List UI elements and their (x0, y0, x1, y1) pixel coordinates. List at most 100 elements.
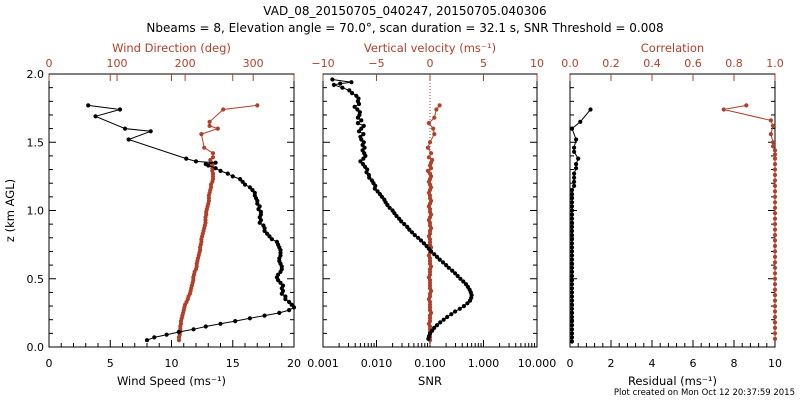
panel-3-top-series-point-23 (772, 233, 778, 238)
top-tick-label: 100 (107, 57, 128, 70)
panel-1-bottom-series-point-57 (279, 291, 284, 296)
panel-3-bottom-series-point-47 (569, 327, 575, 332)
top-tick-label: 200 (175, 57, 196, 70)
panel-2-bottom-series-point-1 (349, 80, 354, 85)
panel-1-bottom-series-point-34 (262, 228, 267, 234)
panel-2-bottom-series-point-70 (446, 265, 451, 270)
panel-3-bottom-series-point-14 (569, 192, 575, 197)
panel-3-frame (569, 73, 776, 348)
panel-1-bottom-series-point-66 (247, 316, 252, 321)
panel-1-bottom-series-point-14 (230, 174, 235, 179)
panel-1-bottom-series-point-49 (278, 269, 283, 274)
panel-1-bottom-series-point-71 (176, 329, 181, 335)
panel-2-bottom-series-point-82 (467, 298, 473, 303)
panel-3-top-series-line (723, 104, 776, 339)
panel-3-bottom-series-point-1 (578, 119, 583, 124)
panel-2-bottom-series-point-83 (465, 301, 470, 306)
panel-2-bottom-series-point-61 (421, 241, 426, 246)
panel-1-bottom-series-point-60 (287, 299, 292, 305)
panel-3-top-series-point-33 (772, 287, 778, 292)
panel-1-bottom-series-point-31 (257, 220, 262, 225)
panel-3-top-series-point-20 (772, 216, 778, 221)
panel-1-bottom-series-point-59 (283, 297, 288, 302)
y-tick-label: 1.0 (27, 205, 45, 218)
bottom-tick-label: 5 (107, 357, 114, 370)
panel-3-top-series-point-11 (772, 167, 778, 172)
panel-2-bottom-series-point-20 (356, 129, 362, 134)
panel-3-top-series-point-30 (772, 271, 778, 276)
panel-2-bottom-series-point-87 (449, 312, 454, 317)
panel-1-bottom-series-point-61 (289, 302, 294, 307)
panel-2-bottom-series-point-68 (440, 260, 446, 265)
panel-3-bottom-series-point-24 (569, 233, 575, 238)
panel-1-top-series-point-75 (176, 338, 182, 343)
panel-3-bottom-series-point-38 (569, 290, 575, 295)
panel-1-bottom-series-point-0 (86, 103, 91, 108)
panel-2-top-series-point-1 (434, 107, 439, 112)
panel-3-top-series-point-15 (772, 189, 778, 194)
top-tick-label: 0 (427, 57, 434, 70)
panel-2-bottom-series-point-60 (418, 238, 424, 243)
panel-3-top-series-point-38 (772, 314, 778, 320)
panel-1-bottom-series-point-67 (233, 319, 238, 324)
panel-2-bottom-series-point-41 (372, 186, 377, 191)
panel-2-bottom-series-point-86 (453, 309, 458, 314)
panel-2-bottom-series-point-17 (355, 121, 360, 126)
panel-2-bottom-series-point-18 (361, 123, 366, 128)
panel-1-top-series-point-6 (202, 145, 207, 150)
panel-2-bottom-series-point-90 (438, 320, 443, 325)
panel-2-bottom-series-point-54 (402, 222, 407, 227)
panel-2-top-series-point-9 (426, 155, 431, 160)
panel-3-top-series-point-8 (772, 152, 778, 157)
panel-3-bottom-series-point-18 (569, 208, 575, 213)
bottom-tick-label: 6 (690, 357, 697, 370)
panel-3-bottom-series-point-26 (569, 241, 575, 246)
panel-2-bottom-series-point-21 (361, 132, 366, 137)
panel-1-bottom-series-point-3 (122, 126, 128, 131)
panel-3-bottom-series-point-31 (569, 261, 575, 266)
panel-2-bottom-series-point-35 (364, 170, 369, 175)
panel-1-bottom-series-point-7 (193, 159, 199, 164)
panel-2-bottom-series-point-59 (416, 235, 421, 240)
panel-3-top-axis-label: Correlation (641, 41, 704, 55)
panel-3-bottom-series-point-36 (569, 282, 575, 287)
panel-3-bottom-series-point-2 (569, 126, 575, 131)
panel-2-bottom-series-point-75 (461, 279, 466, 284)
panel-3-bottom-series-line (571, 109, 591, 342)
panel-3-bottom-series-point-37 (569, 286, 575, 291)
panel-2-bottom-series-point-10 (356, 101, 362, 107)
panel-3-bottom-series-point-41 (569, 302, 575, 307)
panel-1-bottom-series-line (88, 104, 295, 341)
panel-3-top-series-point-17 (772, 200, 778, 205)
panel-3-top-series-point-10 (772, 162, 778, 167)
panel-3-bottom-series-point-6 (576, 156, 581, 161)
panel-2-bottom-series-point-3 (331, 82, 336, 87)
panel-2: 0.001 0.010 0.100 1.000 10.000 −10 −5 0 5 10 SNR Ve… (307, 41, 556, 388)
top-tick-label: 300 (243, 57, 264, 70)
panel-3-top-series-point-5 (770, 140, 776, 145)
top-tick-label: 0.6 (684, 57, 702, 70)
panel-3-bottom-series-point-48 (569, 331, 575, 336)
panel-3-bottom-series-point-28 (569, 249, 575, 254)
panel-3-bottom-series-point-19 (569, 212, 575, 217)
panel-1-bottom-series-point-37 (269, 237, 274, 242)
panel-3-top-series-point-26 (772, 249, 778, 254)
panel-3-bottom-series-point-17 (569, 204, 575, 209)
panel-2-top-series-point-7 (425, 145, 430, 150)
panel-2-bottom-series-point-96 (426, 336, 431, 341)
panel-1-top-series-point-8 (210, 155, 216, 160)
panel-3-bottom-series-point-50 (569, 339, 575, 344)
panel-3-top-series-point-3 (770, 123, 776, 128)
panel-2-bottom-series-point-23 (359, 137, 364, 142)
panel-3-bottom-series-point-21 (569, 220, 575, 225)
panel-2-top-series-point-8 (429, 151, 434, 156)
panel-2-bottom-series-point-12 (355, 107, 360, 112)
panel-3-bottom-series-point-11 (572, 179, 577, 184)
panel-3-top-series-point-14 (772, 183, 778, 188)
top-tick-label: 5 (480, 57, 487, 70)
panel-1-bottom-series-point-53 (278, 280, 283, 285)
panel-3-bottom-series-point-20 (569, 216, 575, 221)
panel-3-top-series-point-41 (772, 331, 778, 336)
panel-3-bottom-series-point-9 (572, 171, 577, 176)
panel-2-bottom-series-point-72 (453, 271, 458, 276)
